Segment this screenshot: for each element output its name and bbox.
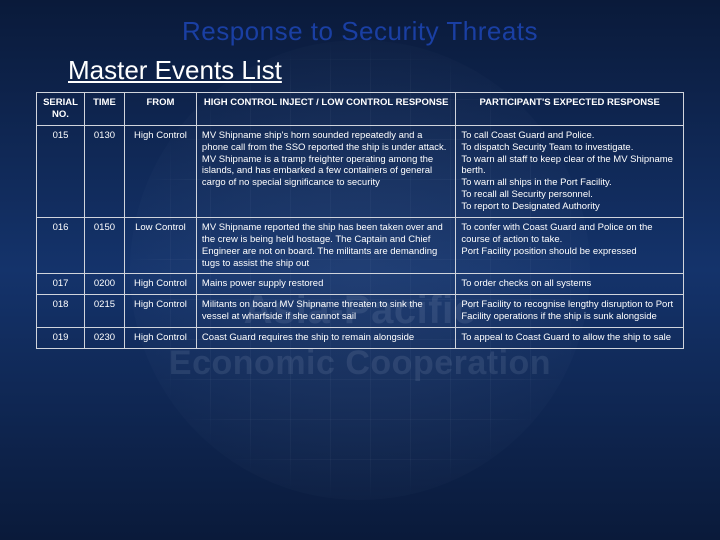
cell-inject: Coast Guard requires the ship to remain … xyxy=(196,328,455,349)
table-header-row: SERIAL NO. TIME FROM HIGH CONTROL INJECT… xyxy=(37,93,684,126)
col-header-serial: SERIAL NO. xyxy=(37,93,85,126)
cell-serial: 017 xyxy=(37,274,85,295)
cell-response: To confer with Coast Guard and Police on… xyxy=(456,217,684,274)
table-row: 0150130High ControlMV Shipname ship's ho… xyxy=(37,125,684,217)
slide: Asia-Pacific Economic Cooperation Respon… xyxy=(0,0,720,540)
table-row: 0170200High ControlMains power supply re… xyxy=(37,274,684,295)
cell-inject: Militants on board MV Shipname threaten … xyxy=(196,295,455,328)
cell-time: 0215 xyxy=(84,295,124,328)
cell-response: To order checks on all systems xyxy=(456,274,684,295)
cell-from: High Control xyxy=(124,125,196,217)
cell-time: 0200 xyxy=(84,274,124,295)
cell-time: 0230 xyxy=(84,328,124,349)
col-header-time: TIME xyxy=(84,93,124,126)
cell-response: To appeal to Coast Guard to allow the sh… xyxy=(456,328,684,349)
cell-from: High Control xyxy=(124,274,196,295)
slide-subtitle: Master Events List xyxy=(0,47,720,92)
cell-response: To call Coast Guard and Police.To dispat… xyxy=(456,125,684,217)
cell-time: 0130 xyxy=(84,125,124,217)
cell-serial: 015 xyxy=(37,125,85,217)
cell-from: High Control xyxy=(124,328,196,349)
cell-serial: 019 xyxy=(37,328,85,349)
cell-serial: 018 xyxy=(37,295,85,328)
table-row: 0180215High ControlMilitants on board MV… xyxy=(37,295,684,328)
col-header-from: FROM xyxy=(124,93,196,126)
cell-from: Low Control xyxy=(124,217,196,274)
cell-from: High Control xyxy=(124,295,196,328)
slide-title: Response to Security Threats xyxy=(0,0,720,47)
events-table: SERIAL NO. TIME FROM HIGH CONTROL INJECT… xyxy=(36,92,684,349)
col-header-response: PARTICIPANT'S EXPECTED RESPONSE xyxy=(456,93,684,126)
cell-inject: MV Shipname reported the ship has been t… xyxy=(196,217,455,274)
col-header-inject: HIGH CONTROL INJECT / LOW CONTROL RESPON… xyxy=(196,93,455,126)
table-row: 0160150Low ControlMV Shipname reported t… xyxy=(37,217,684,274)
cell-inject: MV Shipname ship's horn sounded repeated… xyxy=(196,125,455,217)
table-row: 0190230High ControlCoast Guard requires … xyxy=(37,328,684,349)
watermark-text-2: Economic Cooperation xyxy=(169,344,551,383)
cell-inject: Mains power supply restored xyxy=(196,274,455,295)
cell-serial: 016 xyxy=(37,217,85,274)
cell-response: Port Facility to recognise lengthy disru… xyxy=(456,295,684,328)
cell-time: 0150 xyxy=(84,217,124,274)
